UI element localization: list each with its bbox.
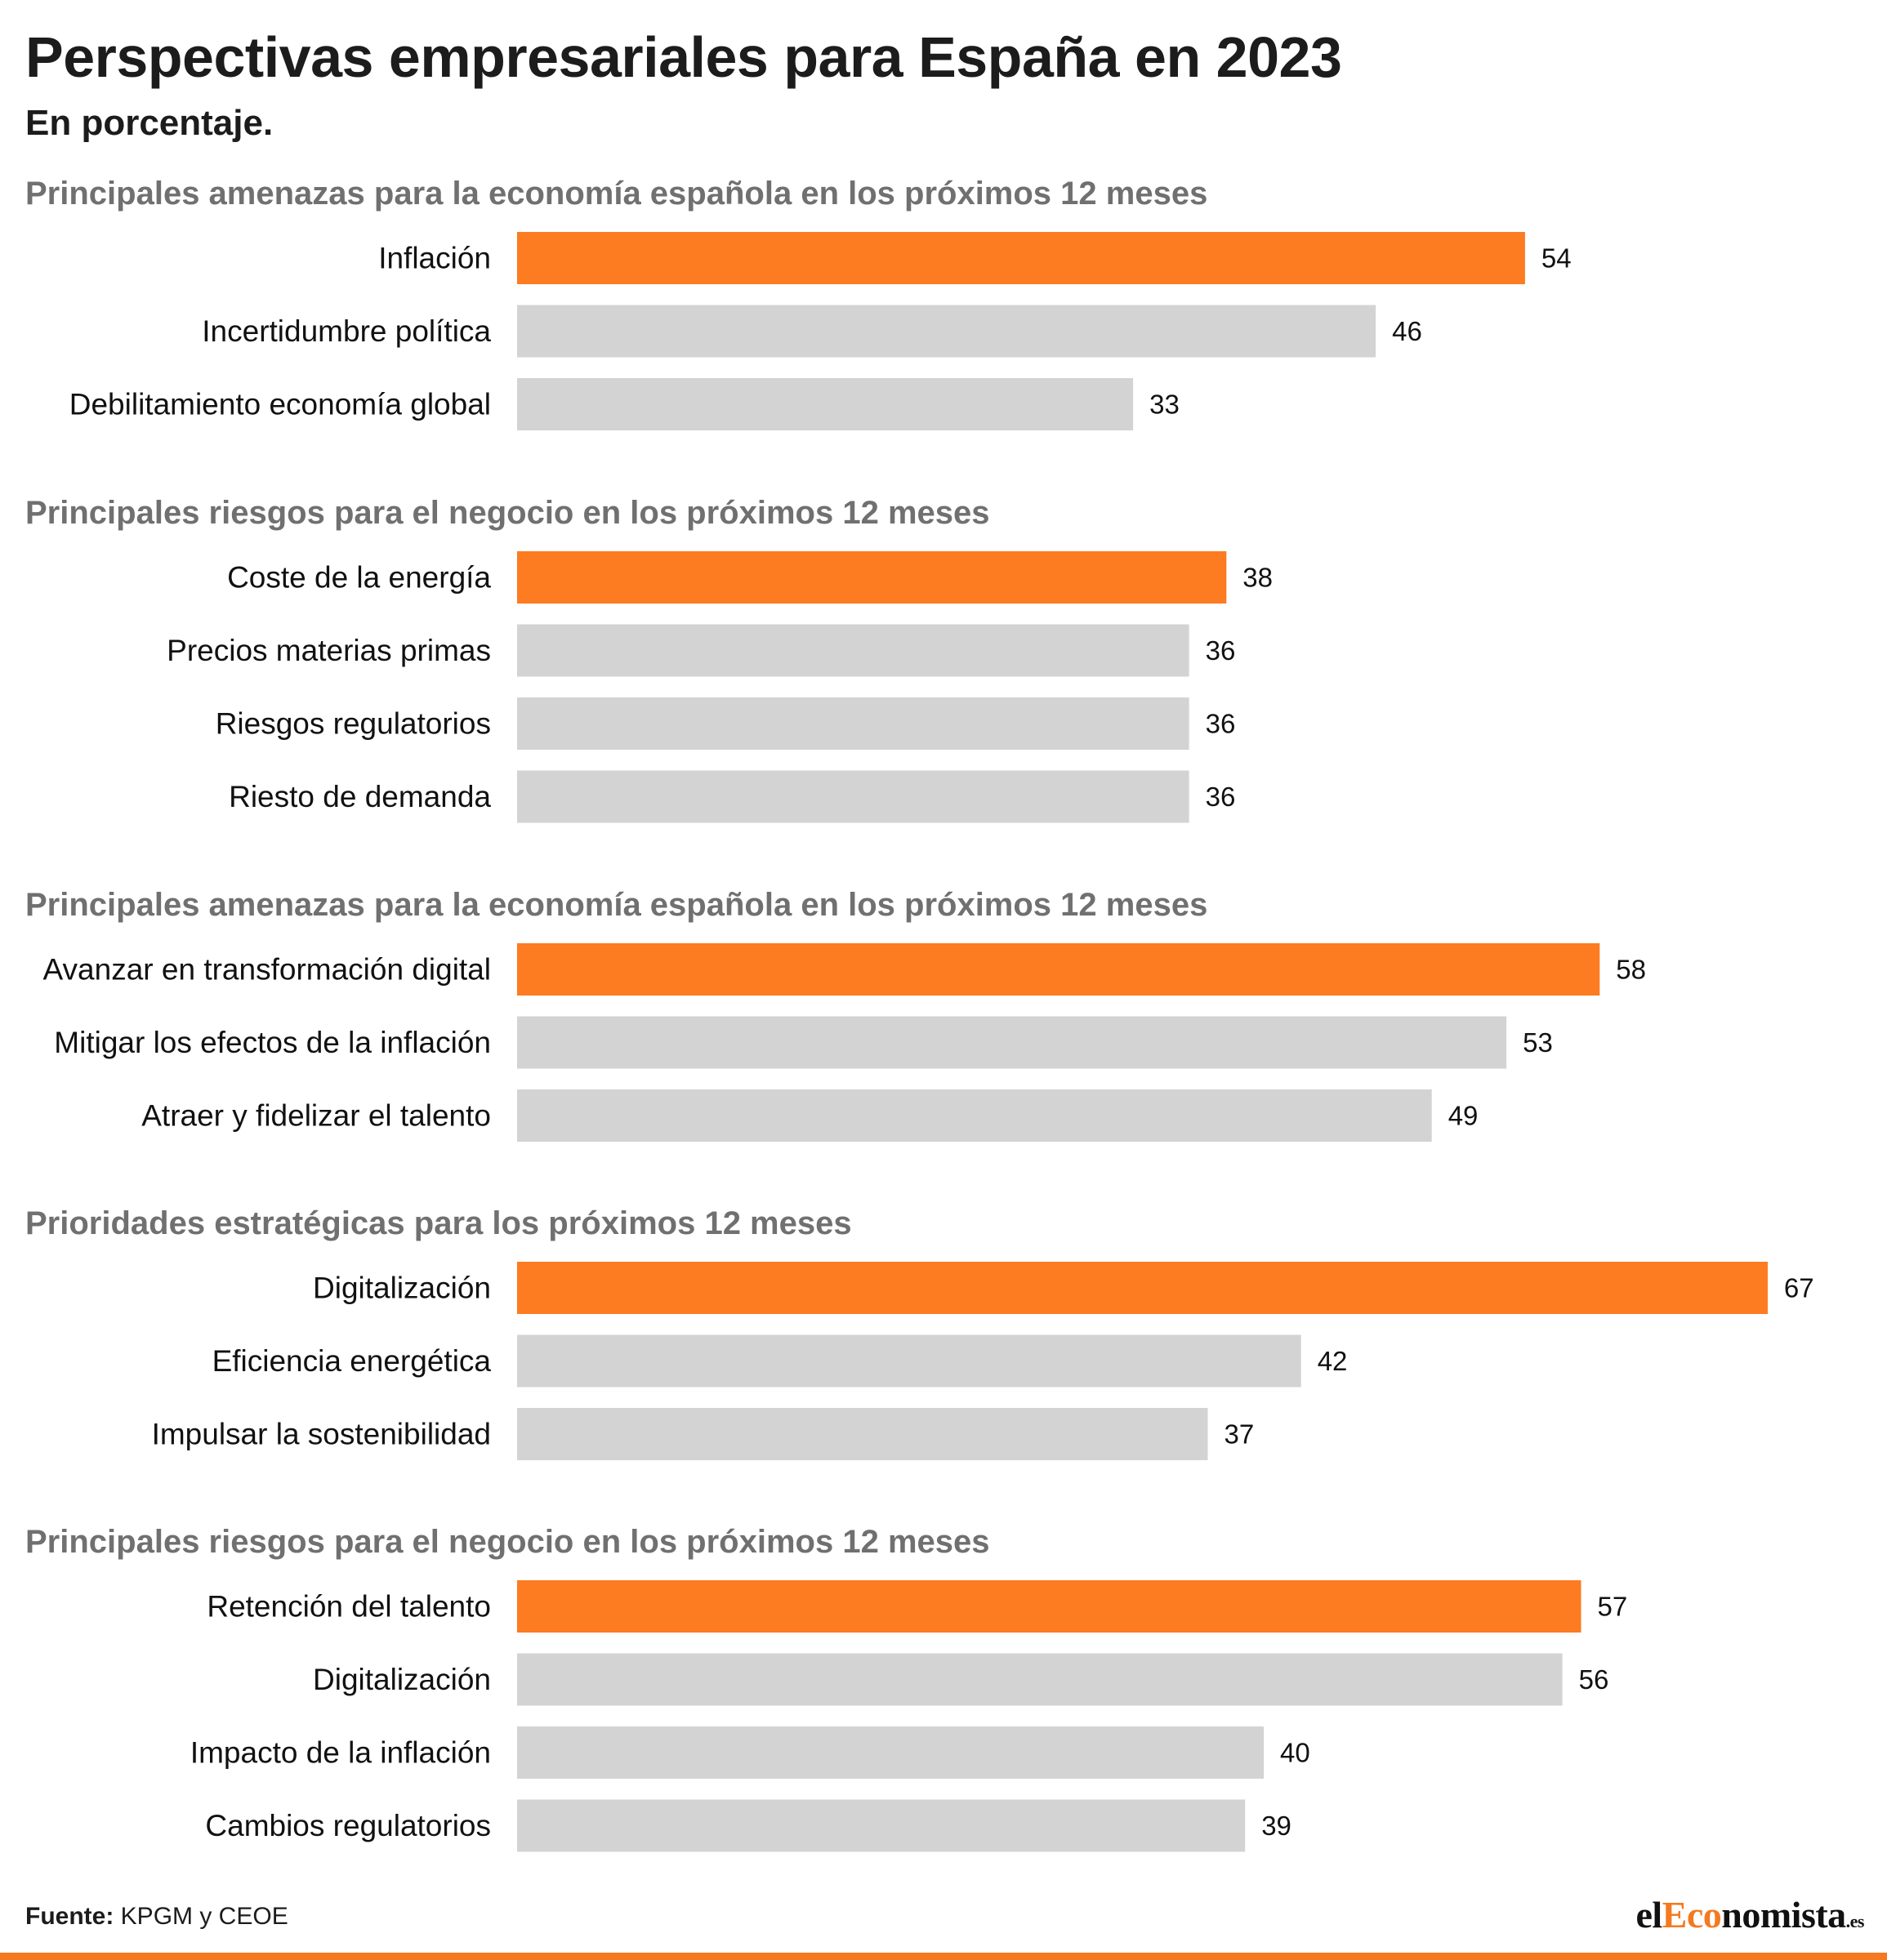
bar <box>517 943 1600 996</box>
value-label: 49 <box>1448 1101 1479 1131</box>
category-label: Coste de la energía <box>227 561 491 595</box>
value-label: 39 <box>1261 1811 1291 1841</box>
panel-title: Principales riesgos para el negocio en l… <box>25 1524 990 1560</box>
value-label: 36 <box>1206 709 1236 739</box>
chart-subtitle: En porcentaje. <box>25 103 274 143</box>
value-label: 58 <box>1616 955 1646 985</box>
bar <box>517 1408 1208 1460</box>
category-label: Atraer y fidelizar el talento <box>141 1099 491 1133</box>
bar <box>517 1580 1581 1633</box>
value-label: 57 <box>1598 1592 1628 1622</box>
logo-rest: nomista <box>1721 1894 1846 1936</box>
bar <box>517 305 1376 358</box>
bar <box>517 551 1227 604</box>
chart-panel-2: Principales riesgos para el negocio en l… <box>25 495 1273 823</box>
bar <box>517 1334 1301 1388</box>
category-label: Mitigar los efectos de la inflación <box>54 1026 491 1059</box>
panel-title: Principales amenazas para la economía es… <box>25 176 1207 212</box>
chart-panel-5: Principales riesgos para el negocio en l… <box>25 1524 1627 1852</box>
category-label: Incertidumbre política <box>202 314 491 348</box>
bar <box>517 624 1189 677</box>
category-label: Impulsar la sostenibilidad <box>152 1418 491 1451</box>
bar <box>517 770 1189 823</box>
bar <box>517 1089 1432 1142</box>
bottom-accent-rule <box>0 1953 1887 1960</box>
value-label: 40 <box>1280 1738 1310 1768</box>
bar <box>517 1016 1507 1069</box>
category-label: Impacto de la inflación <box>190 1736 491 1770</box>
category-label: Debilitamiento economía global <box>69 388 491 421</box>
category-label: Eficiencia energética <box>212 1344 492 1378</box>
value-label: 36 <box>1206 782 1236 812</box>
chart-panel-1: Principales amenazas para la economía es… <box>25 176 1572 430</box>
bar <box>517 1262 1768 1314</box>
bar-chart-panels: Principales amenazas para la economía es… <box>25 176 1814 1852</box>
category-label: Digitalización <box>313 1663 491 1696</box>
bar <box>517 232 1525 284</box>
bar <box>517 378 1134 430</box>
value-label: 36 <box>1206 635 1236 666</box>
value-label: 33 <box>1149 390 1180 420</box>
category-label: Riesgos regulatorios <box>216 707 491 741</box>
category-label: Cambios regulatorios <box>205 1809 491 1842</box>
category-label: Inflación <box>378 242 491 275</box>
bar <box>517 697 1189 750</box>
category-label: Retención del talento <box>207 1590 491 1624</box>
value-label: 56 <box>1579 1664 1609 1695</box>
source-label: Fuente: <box>25 1903 114 1930</box>
panel-title: Principales amenazas para la economía es… <box>25 887 1207 923</box>
chart-panel-4: Prioridades estratégicas para los próxim… <box>25 1205 1814 1460</box>
source-text: KPGM y CEOE <box>120 1903 288 1930</box>
value-label: 42 <box>1318 1346 1348 1376</box>
category-label: Digitalización <box>313 1272 491 1305</box>
value-label: 37 <box>1225 1419 1255 1450</box>
source-note: Fuente: KPGM y CEOE <box>25 1903 288 1931</box>
bar <box>517 1726 1264 1779</box>
panel-title: Prioridades estratégicas para los próxim… <box>25 1205 852 1241</box>
chart-title: Perspectivas empresariales para España e… <box>25 25 1342 89</box>
logo-accent: Eco <box>1662 1894 1722 1936</box>
value-label: 46 <box>1392 316 1422 346</box>
value-label: 53 <box>1523 1027 1553 1058</box>
category-label: Precios materias primas <box>167 634 491 667</box>
logo-suffix: .es <box>1845 1911 1865 1931</box>
publisher-logo: elEconomista.es <box>1635 1893 1864 1936</box>
chart-panel-3: Principales amenazas para la economía es… <box>25 887 1646 1142</box>
value-label: 67 <box>1784 1273 1814 1303</box>
category-label: Avanzar en transformación digital <box>43 953 491 987</box>
bar <box>517 1799 1246 1852</box>
panel-title: Principales riesgos para el negocio en l… <box>25 495 990 531</box>
value-label: 38 <box>1242 563 1273 593</box>
value-label: 54 <box>1541 243 1572 274</box>
logo-prefix: el <box>1635 1894 1662 1936</box>
bar <box>517 1653 1563 1706</box>
category-label: Riesto de demanda <box>229 780 491 813</box>
